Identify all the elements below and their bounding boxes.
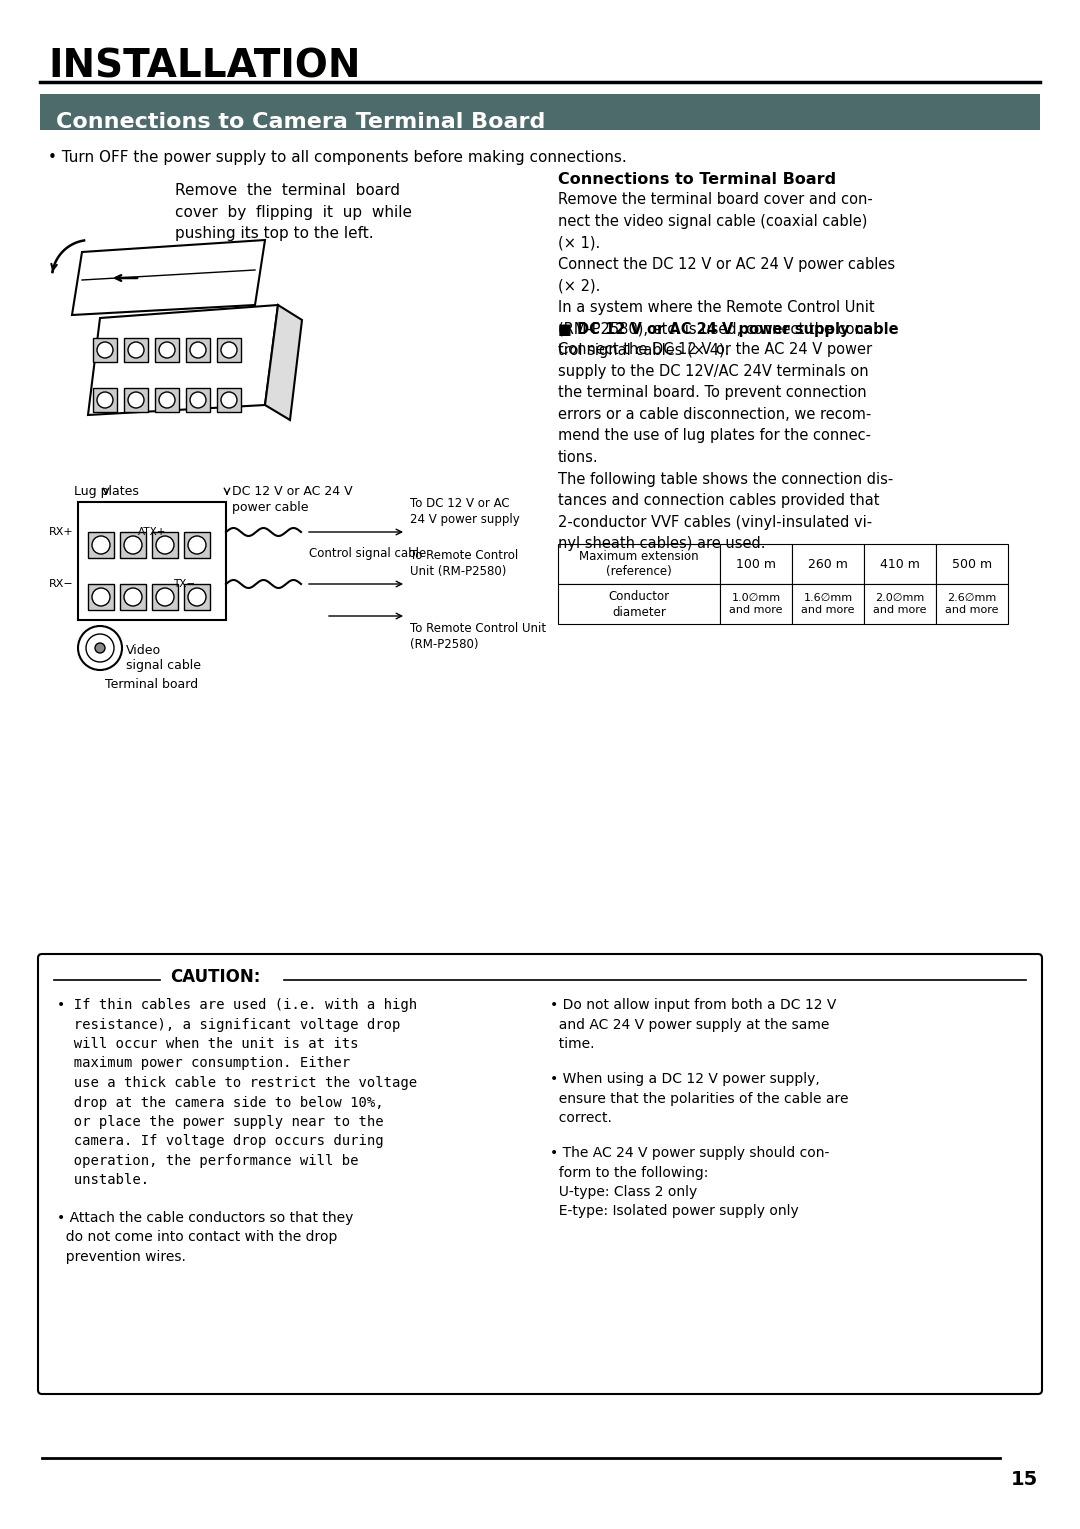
Circle shape: [124, 589, 141, 605]
Text: Remove  the  terminal  board
cover  by  flipping  it  up  while
pushing its top : Remove the terminal board cover by flipp…: [175, 183, 411, 242]
Circle shape: [86, 635, 114, 662]
FancyBboxPatch shape: [156, 338, 179, 362]
Text: To DC 12 V or AC
24 V power supply: To DC 12 V or AC 24 V power supply: [410, 497, 519, 526]
Circle shape: [92, 589, 110, 605]
Text: • When using a DC 12 V power supply,
  ensure that the polarities of the cable a: • When using a DC 12 V power supply, ens…: [550, 1072, 849, 1125]
Text: Control signal cable: Control signal cable: [309, 547, 427, 561]
FancyBboxPatch shape: [78, 502, 226, 619]
Text: Lug plates: Lug plates: [73, 485, 138, 498]
Text: Maximum extension
(reference): Maximum extension (reference): [579, 549, 699, 578]
Text: 15: 15: [1011, 1469, 1038, 1489]
Polygon shape: [87, 304, 278, 414]
Circle shape: [78, 625, 122, 670]
FancyBboxPatch shape: [792, 584, 864, 624]
Circle shape: [190, 391, 206, 408]
Text: 2.0∅mm
and more: 2.0∅mm and more: [874, 593, 927, 615]
FancyBboxPatch shape: [217, 388, 241, 411]
Text: • Turn OFF the power supply to all components before making connections.: • Turn OFF the power supply to all compo…: [48, 150, 626, 165]
Text: 410 m: 410 m: [880, 558, 920, 570]
Circle shape: [221, 391, 237, 408]
Circle shape: [190, 342, 206, 358]
FancyBboxPatch shape: [152, 584, 178, 610]
Text: TX−: TX−: [173, 579, 195, 589]
FancyBboxPatch shape: [124, 338, 148, 362]
Polygon shape: [265, 304, 302, 420]
Text: ■ DC 12 V or AC 24 V power supply cable: ■ DC 12 V or AC 24 V power supply cable: [558, 323, 899, 336]
Circle shape: [129, 391, 144, 408]
Circle shape: [129, 342, 144, 358]
FancyBboxPatch shape: [156, 388, 179, 411]
FancyBboxPatch shape: [186, 338, 210, 362]
FancyBboxPatch shape: [38, 954, 1042, 1394]
Text: 2.6∅mm
and more: 2.6∅mm and more: [945, 593, 999, 615]
Text: Connect the DC 12 V or the AC 24 V power
supply to the DC 12V/AC 24V terminals o: Connect the DC 12 V or the AC 24 V power…: [558, 342, 893, 552]
FancyBboxPatch shape: [936, 544, 1008, 584]
Text: • If thin cables are used (i.e. with a high
  resistance), a significant voltage: • If thin cables are used (i.e. with a h…: [57, 998, 417, 1188]
Text: To Remote Control Unit
(RM-P2580): To Remote Control Unit (RM-P2580): [410, 622, 546, 651]
Text: RX−: RX−: [50, 579, 75, 589]
Text: To Remote Control
Unit (RM-P2580): To Remote Control Unit (RM-P2580): [410, 549, 518, 578]
Text: Remove the terminal board cover and con-
nect the video signal cable (coaxial ca: Remove the terminal board cover and con-…: [558, 193, 895, 358]
FancyBboxPatch shape: [93, 388, 117, 411]
Polygon shape: [72, 240, 265, 315]
FancyBboxPatch shape: [87, 584, 114, 610]
FancyBboxPatch shape: [864, 584, 936, 624]
Circle shape: [221, 342, 237, 358]
Text: 100 m: 100 m: [735, 558, 777, 570]
Text: INSTALLATION: INSTALLATION: [48, 47, 361, 86]
Text: 260 m: 260 m: [808, 558, 848, 570]
Text: • Attach the cable conductors so that they
  do not come into contact with the d: • Attach the cable conductors so that th…: [57, 1211, 353, 1264]
Text: 1.6∅mm
and more: 1.6∅mm and more: [801, 593, 854, 615]
Text: CAUTION:: CAUTION:: [170, 968, 260, 986]
Circle shape: [124, 537, 141, 553]
Text: • Do not allow input from both a DC 12 V
  and AC 24 V power supply at the same
: • Do not allow input from both a DC 12 V…: [550, 998, 836, 1050]
Text: DC 12 V or AC 24 V
power cable: DC 12 V or AC 24 V power cable: [232, 485, 353, 514]
Circle shape: [95, 644, 105, 653]
Text: RX+: RX+: [50, 528, 75, 537]
FancyBboxPatch shape: [936, 584, 1008, 624]
FancyBboxPatch shape: [87, 532, 114, 558]
Circle shape: [97, 342, 113, 358]
FancyBboxPatch shape: [864, 544, 936, 584]
FancyBboxPatch shape: [93, 338, 117, 362]
Text: Terminal board: Terminal board: [106, 677, 199, 691]
FancyBboxPatch shape: [186, 388, 210, 411]
Text: Connections to Camera Terminal Board: Connections to Camera Terminal Board: [56, 112, 545, 131]
FancyBboxPatch shape: [217, 338, 241, 362]
Text: 500 m: 500 m: [951, 558, 993, 570]
Circle shape: [159, 391, 175, 408]
Circle shape: [188, 537, 206, 553]
FancyBboxPatch shape: [152, 532, 178, 558]
FancyBboxPatch shape: [558, 584, 720, 624]
Text: • The AC 24 V power supply should con-
  form to the following:
  U-type: Class : • The AC 24 V power supply should con- f…: [550, 1147, 829, 1219]
FancyBboxPatch shape: [124, 388, 148, 411]
FancyBboxPatch shape: [184, 532, 210, 558]
FancyBboxPatch shape: [184, 584, 210, 610]
Circle shape: [156, 537, 174, 553]
Text: ATX+: ATX+: [138, 528, 166, 537]
Circle shape: [156, 589, 174, 605]
FancyBboxPatch shape: [720, 584, 792, 624]
FancyBboxPatch shape: [120, 532, 146, 558]
Circle shape: [159, 342, 175, 358]
Circle shape: [92, 537, 110, 553]
Text: Video
signal cable: Video signal cable: [126, 644, 201, 673]
FancyBboxPatch shape: [792, 544, 864, 584]
FancyBboxPatch shape: [40, 93, 1040, 130]
FancyBboxPatch shape: [558, 544, 720, 584]
FancyBboxPatch shape: [120, 584, 146, 610]
FancyBboxPatch shape: [720, 544, 792, 584]
Text: Conductor
diameter: Conductor diameter: [608, 590, 670, 619]
Text: Connections to Terminal Board: Connections to Terminal Board: [558, 171, 836, 187]
Circle shape: [97, 391, 113, 408]
Text: 1.0∅mm
and more: 1.0∅mm and more: [729, 593, 783, 615]
Circle shape: [188, 589, 206, 605]
